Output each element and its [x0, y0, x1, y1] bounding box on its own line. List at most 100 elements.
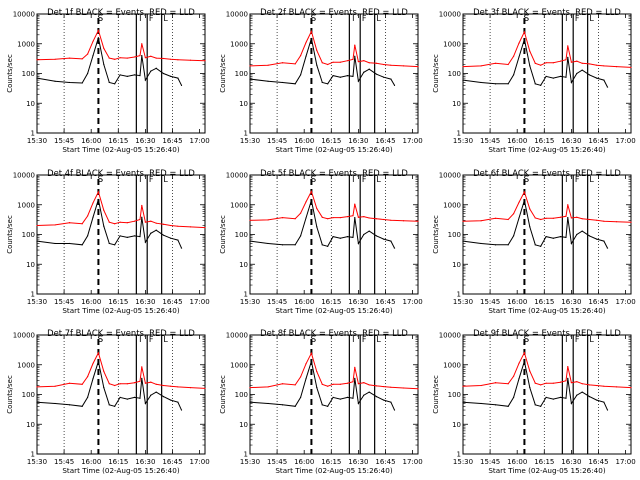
y-tick-label: 10000	[13, 11, 35, 19]
x-tick-label: 16:00	[294, 458, 314, 466]
events-point	[534, 404, 536, 406]
lld-point	[565, 380, 567, 382]
panel-title: Det 1f BLACK = Events, RED = LLD	[47, 7, 195, 17]
lld-point	[588, 384, 591, 386]
lld-point	[603, 65, 605, 67]
x-tick-label: 16:15	[108, 458, 128, 466]
events-point	[81, 244, 83, 246]
lld-point	[162, 57, 165, 60]
detector-panel: Det 6f BLACK = Events, RED = LLD 1 10 100 10…	[432, 168, 636, 315]
x-tick-label: 17:00	[615, 458, 635, 466]
lld-point	[327, 385, 329, 387]
events-point	[339, 237, 341, 239]
events-series-line	[462, 359, 608, 411]
events-point	[180, 84, 183, 86]
x-axis-label: Start Time (02-Aug-05 15:26:40)	[62, 145, 179, 154]
y-tick-label: 10000	[226, 332, 248, 340]
y-tick-label: 10	[239, 421, 248, 429]
y-tick-label: 1	[457, 130, 461, 138]
y-axis-label: Counts/sec	[432, 54, 440, 93]
events-point	[170, 237, 172, 239]
lld-point	[494, 62, 497, 64]
events-point	[114, 83, 116, 85]
x-tick-label: 16:15	[108, 298, 128, 306]
x-axis-label: Start Time (02-Aug-05 15:26:40)	[488, 466, 605, 475]
x-tick-label: 17:00	[189, 298, 209, 306]
lld-point	[357, 383, 359, 385]
events-point	[281, 81, 284, 84]
events-point	[114, 244, 116, 246]
lld-point	[375, 62, 378, 64]
events-point	[54, 242, 56, 245]
events-point	[393, 409, 396, 411]
events-point	[552, 77, 554, 79]
events-point	[357, 402, 359, 405]
x-tick-label: 15:30	[27, 137, 47, 145]
lld-point	[545, 217, 547, 219]
y-tick-label: 10000	[13, 332, 35, 340]
plot-frame	[462, 334, 632, 455]
events-point	[133, 396, 136, 398]
lld-point	[114, 223, 116, 225]
events-point	[512, 235, 515, 237]
lld-point	[512, 213, 515, 215]
events-point	[180, 247, 183, 249]
marker-letter: F	[362, 14, 367, 23]
events-point	[54, 80, 56, 82]
lld-series-line	[249, 190, 419, 222]
x-tick-label: 16:15	[321, 137, 341, 145]
lld-point	[81, 223, 83, 225]
panel-title: Det 8f BLACK = Events, RED = LLD	[260, 328, 408, 338]
lld-point	[86, 375, 89, 378]
lld-point	[630, 221, 632, 223]
events-series-line	[249, 359, 395, 411]
marker-letter: L	[589, 335, 594, 344]
events-point	[390, 78, 392, 80]
events-point	[150, 232, 152, 234]
lld-point	[603, 220, 605, 222]
lld-point	[480, 220, 482, 222]
lld-series-line	[36, 351, 206, 389]
lld-point	[507, 218, 509, 221]
y-tick-label: 10	[26, 100, 35, 108]
events-point	[507, 244, 509, 246]
events-point	[81, 405, 83, 407]
events-point	[86, 396, 89, 398]
lld-point	[603, 385, 605, 387]
marker-letter: F	[149, 175, 154, 184]
plot-frame	[249, 13, 419, 134]
lld-point	[144, 221, 146, 223]
marker-letter: L	[589, 14, 594, 23]
lld-point	[383, 218, 385, 221]
detector-panel: Det 1f BLACK = Events, RED = LLD 1 10 100 10…	[6, 7, 210, 154]
panel-title: Det 9f BLACK = Events, RED = LLD	[473, 328, 621, 338]
events-point	[310, 199, 313, 202]
plot-frame	[462, 174, 632, 295]
events-point	[155, 391, 157, 393]
events-point	[249, 78, 251, 80]
lld-point	[375, 385, 378, 387]
events-point	[332, 396, 334, 398]
lld-point	[552, 62, 554, 64]
events-point	[390, 401, 392, 403]
x-tick-label: 16:15	[108, 137, 128, 145]
events-point	[596, 238, 598, 240]
x-tick-label: 16:00	[294, 298, 314, 306]
events-point	[310, 360, 313, 362]
events-point	[567, 377, 569, 379]
panel-title: Det 2f BLACK = Events, RED = LLD	[260, 7, 408, 17]
lld-point	[534, 382, 536, 384]
x-tick-label: 16:45	[588, 137, 608, 145]
detector-panel: Det 7f BLACK = Events, RED = LLD 1 10 100 10…	[6, 328, 210, 475]
lld-point	[576, 216, 578, 218]
marker-letter: I	[565, 14, 567, 23]
events-point	[529, 226, 531, 228]
events-point	[133, 235, 136, 237]
detector-panel: Det 5f BLACK = Events, RED = LLD 1 10 100 10…	[219, 168, 423, 315]
lld-point	[354, 203, 356, 205]
x-tick-label: 16:45	[588, 298, 608, 306]
y-axis-label: Counts/sec	[432, 215, 440, 254]
lld-point	[534, 62, 536, 64]
x-tick-label: 15:45	[54, 458, 74, 466]
lld-point	[352, 381, 354, 383]
